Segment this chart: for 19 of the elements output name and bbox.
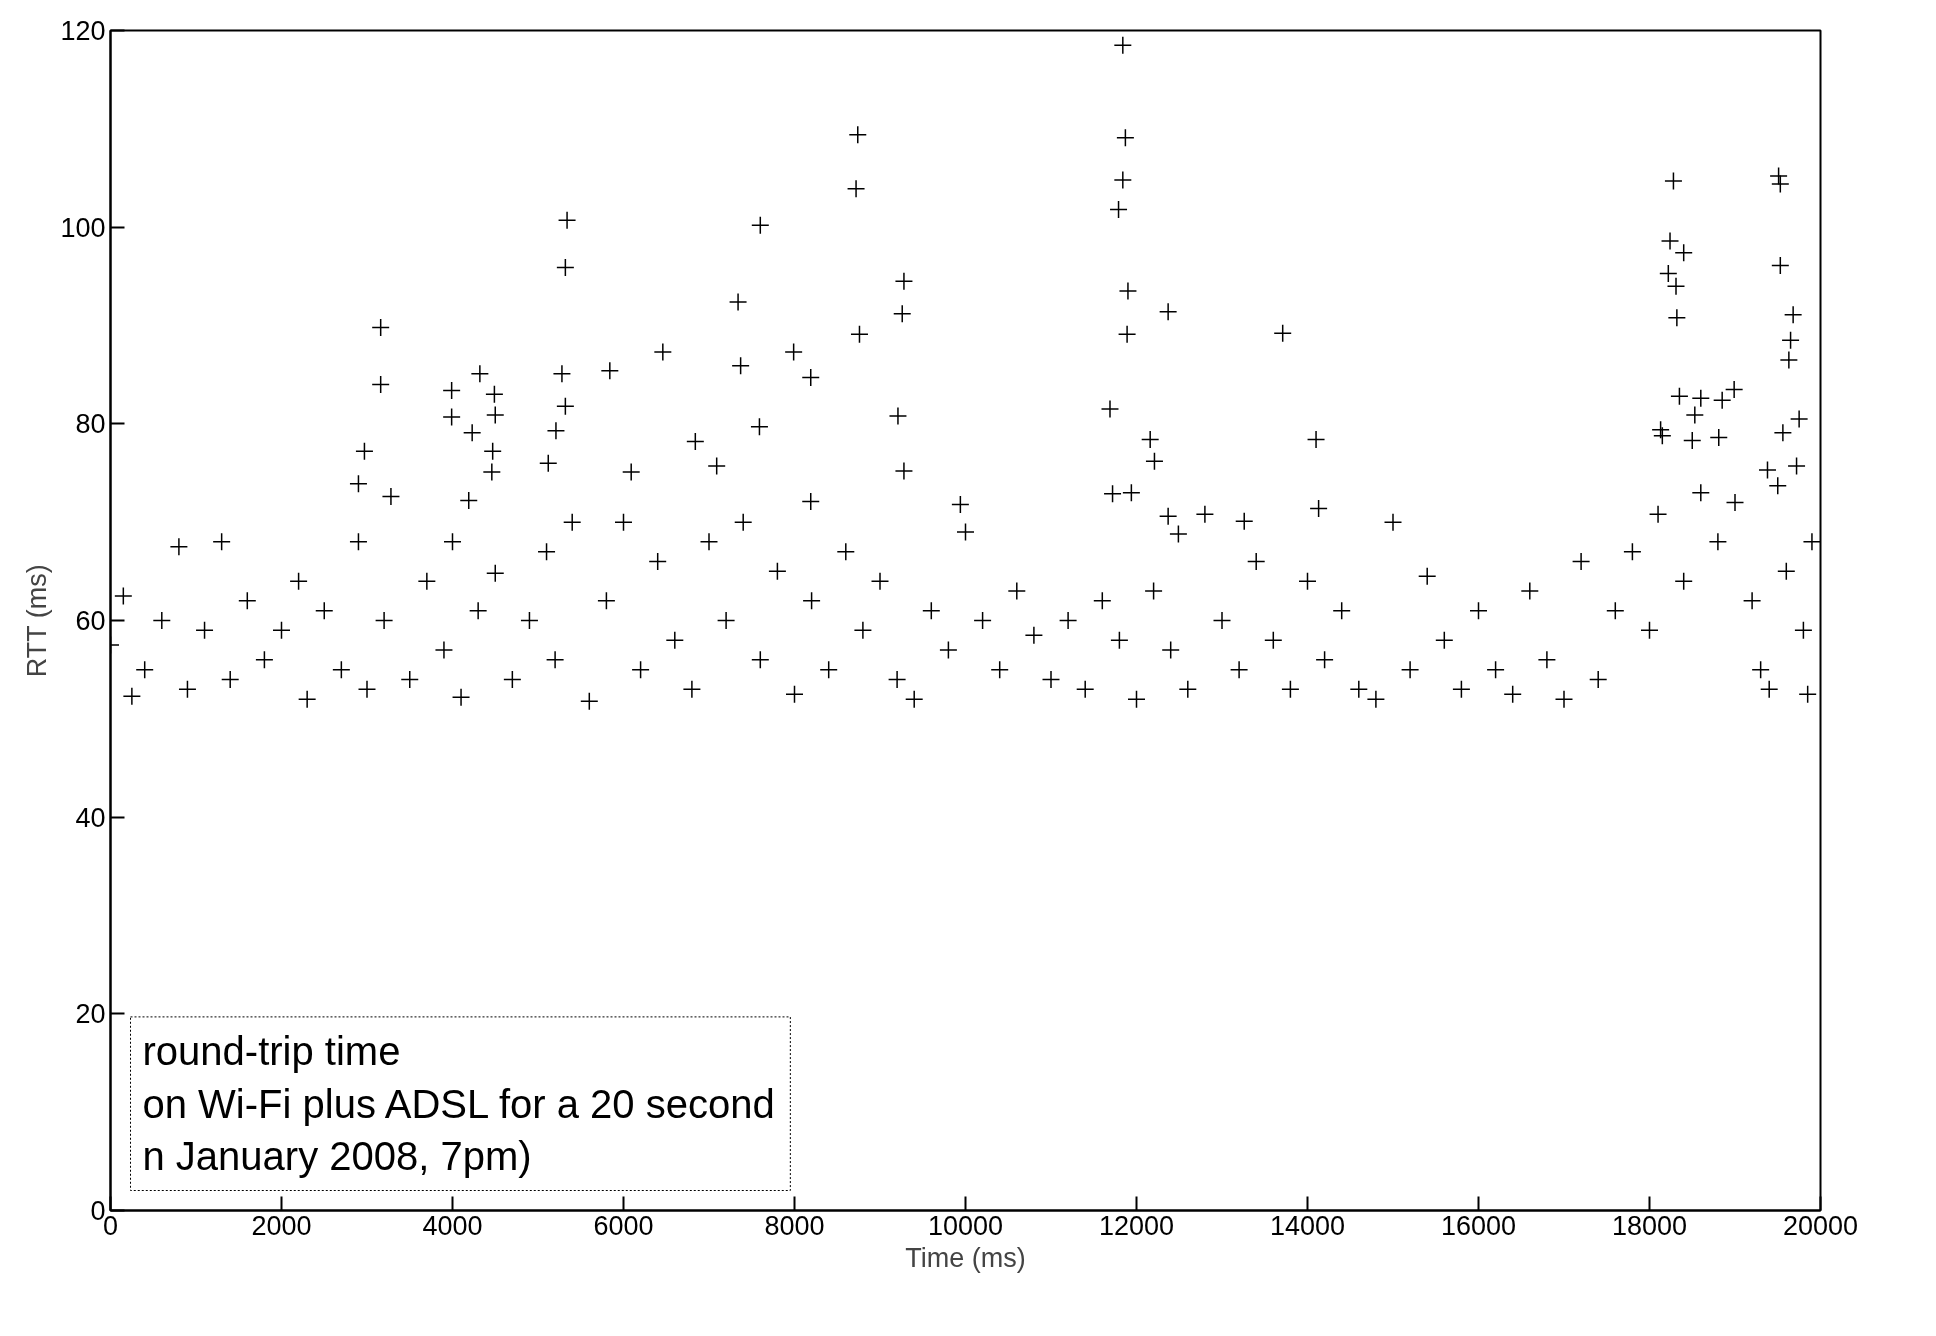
x-tick-label: 18000 (1611, 1210, 1688, 1241)
annotation: round-trip time on Wi-Fi plus ADSL for a 20 second n January 2008, 7pm) (142, 1028, 775, 1179)
x-tick-label: 4000 (422, 1210, 483, 1241)
y-axis-title: RTT (ms) (22, 564, 53, 678)
y-tick-label: 20 (75, 999, 106, 1030)
y-tick-label: 100 (60, 212, 106, 243)
x-tick-label: 14000 (1269, 1210, 1346, 1241)
y-tick-label: 40 (75, 802, 106, 833)
x-tick-label: 10000 (927, 1210, 1004, 1241)
x-tick-label: 2000 (251, 1210, 312, 1241)
y-tick-label: 80 (75, 409, 106, 440)
y-tick-label: 120 (60, 16, 106, 46)
y-tick-label: 60 (75, 606, 106, 636)
x-tick-label: 16000 (1440, 1210, 1517, 1241)
x-tick-label: 20000 (1782, 1210, 1859, 1241)
x-tick-label: 8000 (764, 1210, 825, 1241)
x-tick-label: 12000 (1098, 1210, 1175, 1241)
x-axis-title: Time (ms) (905, 1242, 1026, 1273)
x-tick-label: 6000 (593, 1210, 654, 1241)
